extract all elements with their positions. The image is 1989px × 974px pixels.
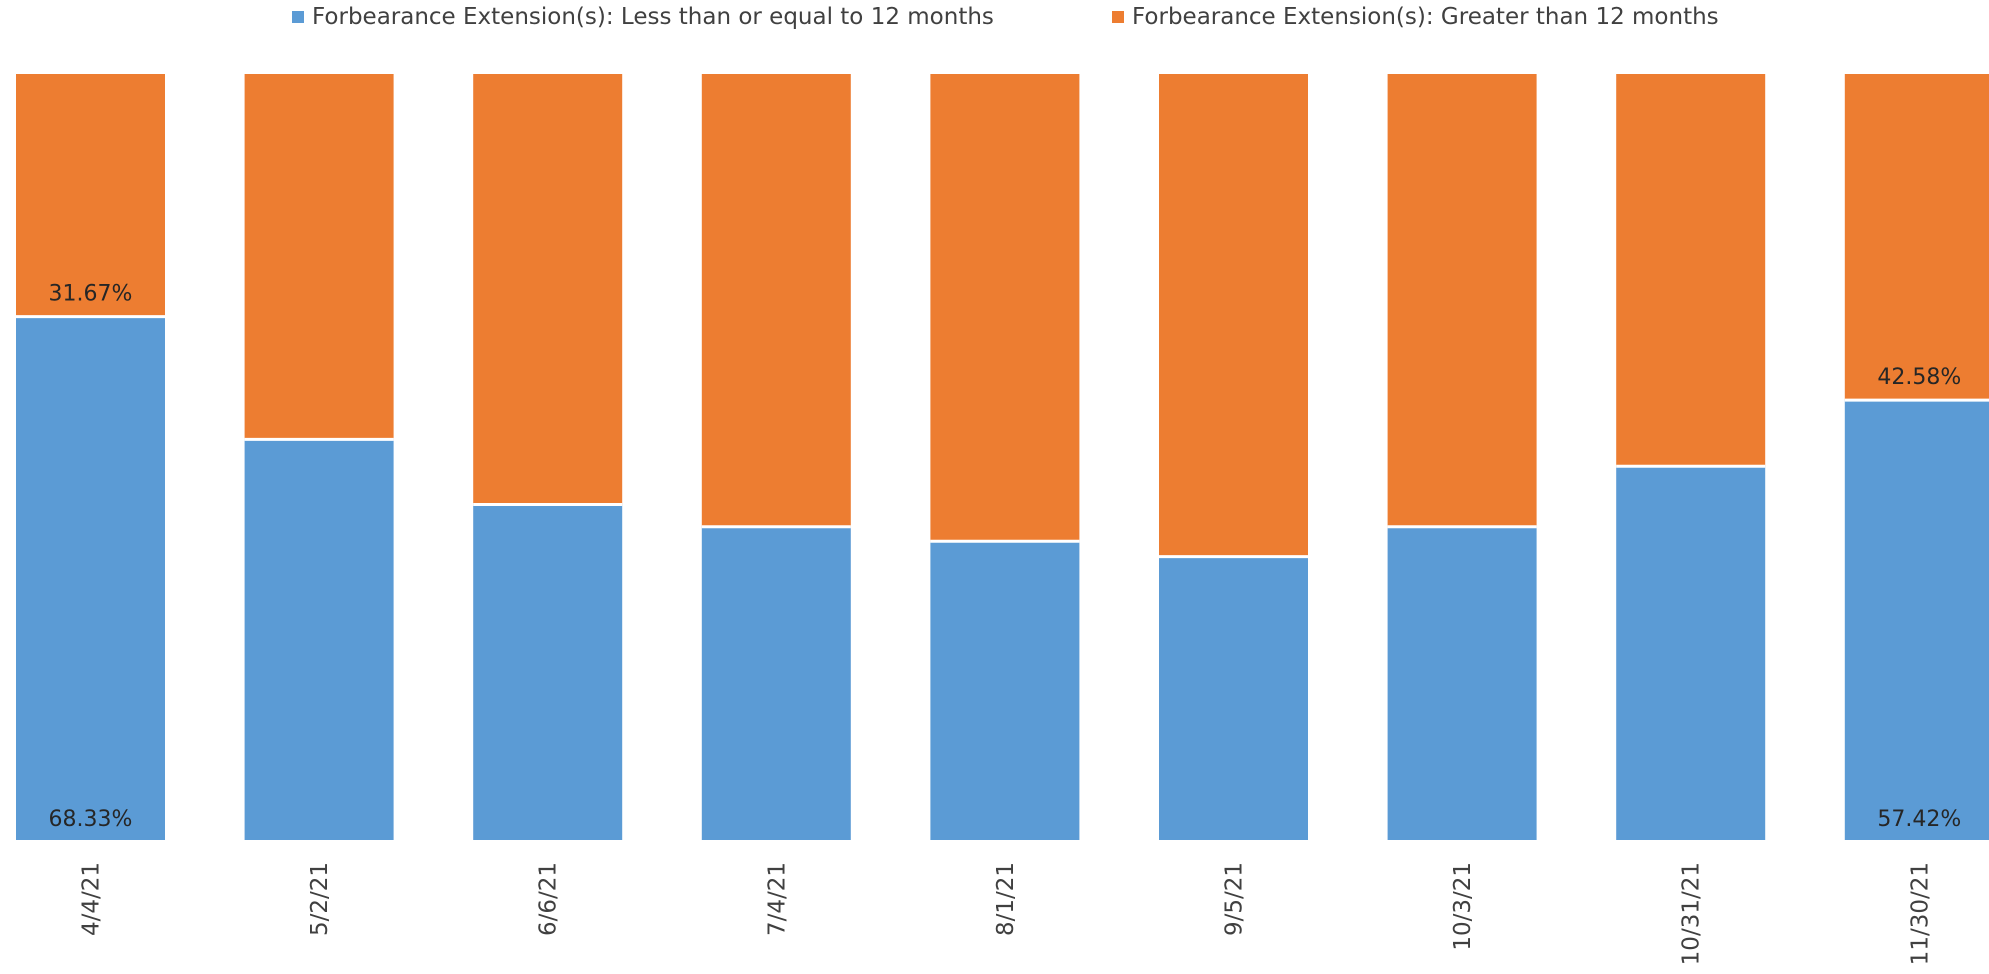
x-tick-label: 9/5/21 [1222, 862, 1248, 936]
data-label-greater-12m: 42.58% [1877, 365, 1961, 390]
bar-segment-greater-12m [1159, 74, 1308, 557]
bar-segment-less-equal-12m [473, 504, 623, 840]
x-tick-label: 8/1/21 [993, 862, 1019, 936]
x-tick-label: 10/3/21 [1450, 862, 1476, 951]
bar-segment-greater-12m [701, 74, 851, 527]
bar-segment-greater-12m [930, 74, 1080, 542]
bar-segment-less-equal-12m [1844, 400, 1989, 840]
legend-label-series-2: Forbearance Extension(s): Greater than 1… [1132, 4, 1719, 30]
bar-segment-greater-12m [16, 74, 165, 317]
legend-item-series-1: Forbearance Extension(s): Less than or e… [292, 4, 994, 30]
legend: Forbearance Extension(s): Less than or e… [0, 0, 1989, 40]
bar-segment-greater-12m [244, 74, 394, 440]
x-tick-label: 7/4/21 [764, 862, 790, 936]
legend-swatch-series-1 [292, 11, 304, 23]
bar-segment-less-equal-12m [1159, 556, 1308, 840]
legend-label-series-1: Forbearance Extension(s): Less than or e… [312, 4, 994, 30]
bar-segment-less-equal-12m [1616, 466, 1766, 840]
bar-segment-less-equal-12m [1387, 526, 1537, 840]
data-label-greater-12m: 31.67% [49, 282, 133, 307]
x-tick-label: 11/30/21 [1907, 862, 1933, 965]
legend-swatch-series-2 [1112, 11, 1124, 23]
data-label-less-equal-12m: 68.33% [49, 807, 133, 832]
bar-segment-less-equal-12m [701, 526, 851, 840]
bar-segment-less-equal-12m [930, 541, 1080, 840]
bar-segment-less-equal-12m [16, 316, 165, 841]
x-tick-label: 5/2/21 [307, 862, 333, 936]
bar-segment-greater-12m [1387, 74, 1537, 527]
bar-segment-greater-12m [1844, 74, 1989, 401]
bar-segment-greater-12m [1616, 74, 1766, 467]
x-tick-label: 4/4/21 [79, 862, 105, 936]
data-label-less-equal-12m: 57.42% [1877, 807, 1961, 832]
bar-segment-greater-12m [473, 74, 623, 505]
x-tick-label: 6/6/21 [536, 862, 562, 936]
bar-segment-less-equal-12m [244, 439, 394, 840]
x-tick-label: 10/31/21 [1679, 862, 1705, 965]
legend-item-series-2: Forbearance Extension(s): Greater than 1… [1112, 4, 1719, 30]
